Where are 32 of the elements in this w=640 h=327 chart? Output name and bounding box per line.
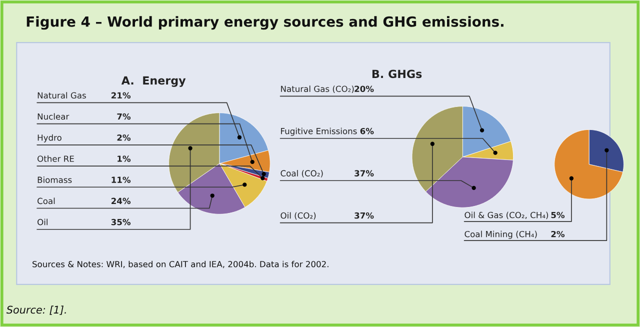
source-note: Source: [1]. bbox=[6, 306, 66, 315]
caption: Figure 4 – World primary energy sources and GHG emissions. bbox=[26, 16, 504, 30]
data-label: 24% bbox=[112, 198, 131, 204]
data-label: 11% bbox=[112, 176, 131, 183]
slice-label: Coal bbox=[38, 198, 55, 204]
data-label: 1% bbox=[118, 156, 131, 162]
slice-label: Hydro bbox=[38, 134, 62, 142]
slice-label: Oil (CO₂) bbox=[280, 212, 316, 220]
data-label: 37% bbox=[354, 170, 374, 176]
slice-label: Oil bbox=[38, 218, 48, 226]
slice-label: Coal (CO₂) bbox=[280, 170, 323, 178]
slice-label: Other RE bbox=[38, 155, 74, 162]
data-label: 35% bbox=[111, 218, 131, 226]
chart-title: B. GHGs bbox=[372, 70, 422, 78]
data-label: 37% bbox=[354, 212, 374, 219]
slice-label: Fugitive Emissions bbox=[281, 128, 357, 136]
data-label: 2% bbox=[117, 134, 131, 141]
slice-label: Oil & Gas (CO₂, CH₄) bbox=[464, 212, 548, 220]
data-label: 7% bbox=[117, 113, 131, 120]
slice-label: Coal Mining (CH₄) bbox=[464, 230, 537, 239]
slice-label: Natural Gas bbox=[38, 92, 86, 99]
source-note: Sources & Notes: WRI, based on CAIT and IEA, 2004b. Data is for 2002. bbox=[32, 260, 328, 268]
data-label: 21% bbox=[112, 92, 131, 99]
data-label: 20% bbox=[354, 86, 374, 92]
data-label: 2% bbox=[551, 230, 565, 238]
slice-label: Nuclear bbox=[38, 113, 70, 120]
pie-slice bbox=[554, 129, 624, 200]
chart-title: A. Energy bbox=[121, 76, 186, 87]
data-label: 5% bbox=[551, 212, 565, 218]
data-label: 6% bbox=[360, 128, 374, 134]
slice-label: Natural Gas (CO₂) bbox=[281, 86, 354, 93]
slice-label: Biomass bbox=[38, 176, 72, 183]
